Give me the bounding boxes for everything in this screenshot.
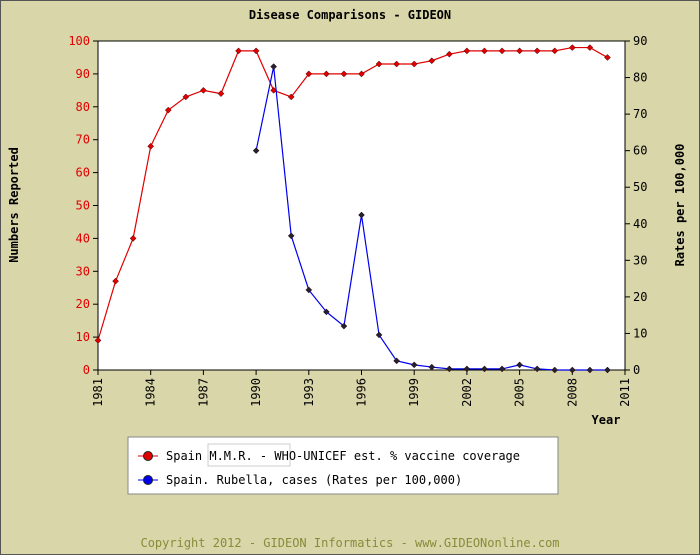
point-marker — [516, 361, 523, 369]
point-marker — [445, 365, 453, 373]
x-tick-label: 1984 — [144, 378, 158, 407]
point-marker — [568, 366, 576, 374]
x-tick-label: 1993 — [302, 378, 316, 407]
point-marker — [533, 47, 541, 55]
point-marker — [323, 308, 330, 316]
y-tick-label: 40 — [76, 231, 90, 245]
point-marker — [340, 322, 348, 330]
y-tick-label: 30 — [76, 264, 90, 278]
y2-tick-label: 60 — [633, 144, 647, 158]
y-tick-label: 70 — [76, 133, 90, 147]
y2-tick-label: 50 — [633, 180, 647, 194]
y-tick-label: 100 — [68, 34, 90, 48]
point-marker — [533, 365, 541, 373]
point-marker — [200, 86, 207, 94]
point-marker — [305, 286, 313, 294]
y2-tick-label: 70 — [633, 107, 647, 121]
y2-tick-label: 0 — [633, 363, 640, 377]
point-marker — [112, 277, 119, 285]
y2-tick-label: 20 — [633, 290, 647, 304]
point-marker — [604, 54, 611, 61]
y2-tick-label: 10 — [633, 326, 647, 340]
point-marker — [463, 365, 471, 373]
point-marker — [375, 60, 383, 68]
x-tick-label: 1999 — [407, 378, 421, 407]
point-marker — [428, 57, 436, 65]
legend-marker — [143, 451, 153, 461]
point-marker — [516, 47, 523, 55]
point-marker — [182, 93, 190, 101]
point-marker — [428, 363, 436, 371]
y-tick-label: 20 — [76, 297, 90, 311]
chart-title: Disease Comparisons - GIDEON — [249, 8, 451, 22]
point-marker — [586, 44, 594, 51]
legend-label: Spain. Rubella, cases (Rates per 100,000… — [166, 473, 462, 487]
x-tick-label: 2005 — [513, 378, 527, 407]
legend-highlight — [207, 443, 291, 467]
legend-label: Spain M.M.R. - WHO-UNICEF est. % vaccine… — [166, 449, 520, 463]
point-marker — [358, 211, 365, 219]
point-marker — [445, 50, 453, 58]
y2-tick-label: 80 — [633, 71, 647, 85]
point-marker — [498, 47, 506, 55]
point-marker — [217, 90, 225, 97]
x-tick-label: 1981 — [91, 378, 105, 407]
point-marker — [375, 331, 383, 339]
point-marker — [568, 44, 576, 51]
y-tick-label: 10 — [76, 330, 90, 344]
point-marker — [393, 60, 400, 68]
x-tick-label: 2008 — [565, 378, 579, 407]
y-tick-label: 90 — [76, 67, 90, 81]
y-axis-title: Numbers Reported — [7, 147, 21, 263]
y-tick-label: 80 — [76, 100, 90, 114]
point-marker — [551, 366, 559, 374]
point-marker — [305, 70, 313, 78]
x-tick-label: 1987 — [196, 378, 210, 407]
footer: Copyright 2012 - GIDEON Informatics - ww… — [140, 536, 559, 550]
y2-axis-title: Rates per 100,000 — [673, 144, 687, 267]
x-tick-label: 2002 — [460, 378, 474, 407]
point-marker — [129, 235, 137, 242]
y-tick-label: 60 — [76, 166, 90, 180]
legend-marker — [143, 475, 153, 485]
point-marker — [252, 47, 260, 55]
point-marker — [340, 70, 348, 78]
point-marker — [410, 361, 418, 369]
y2-tick-label: 40 — [633, 217, 647, 231]
point-marker — [586, 366, 594, 374]
point-marker — [252, 147, 260, 155]
point-marker — [164, 106, 172, 114]
point-marker — [481, 47, 488, 55]
point-marker — [287, 93, 295, 101]
point-marker — [270, 63, 278, 70]
point-marker — [498, 365, 506, 373]
y-tick-label: 0 — [83, 363, 90, 377]
x-tick-label: 1990 — [249, 378, 263, 407]
point-marker — [94, 337, 102, 344]
point-marker — [410, 60, 418, 68]
point-marker — [604, 366, 611, 374]
point-marker — [147, 142, 155, 150]
point-marker — [551, 47, 559, 55]
plot-area — [97, 40, 626, 371]
point-marker — [323, 70, 330, 78]
x-axis-title: Year — [592, 413, 621, 427]
point-marker — [393, 357, 400, 365]
x-tick-label: 1996 — [355, 378, 369, 407]
point-marker — [235, 47, 242, 55]
x-tick-label: 2011 — [618, 378, 632, 407]
point-marker — [287, 232, 295, 240]
point-marker — [481, 365, 488, 373]
y-tick-label: 50 — [76, 199, 90, 213]
legend — [127, 436, 559, 495]
point-marker — [358, 70, 365, 78]
y2-tick-label: 30 — [633, 253, 647, 267]
y2-tick-label: 90 — [633, 34, 647, 48]
point-marker — [463, 47, 471, 55]
